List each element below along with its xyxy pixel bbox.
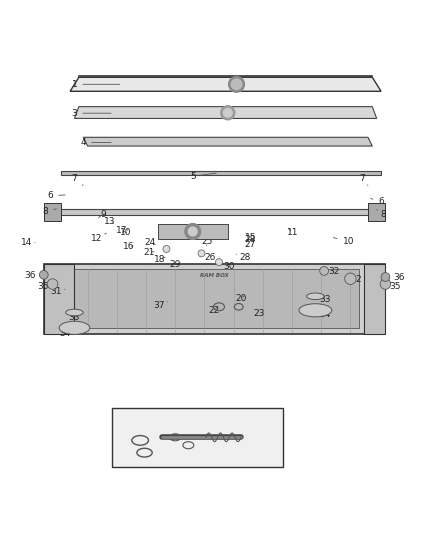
Ellipse shape: [299, 304, 332, 317]
Text: 8: 8: [377, 209, 386, 219]
Text: 16: 16: [123, 243, 134, 251]
Circle shape: [47, 279, 58, 289]
Text: 13: 13: [104, 217, 115, 227]
Circle shape: [163, 246, 170, 253]
Circle shape: [320, 266, 328, 275]
Text: RAM BOX: RAM BOX: [200, 273, 229, 278]
Ellipse shape: [66, 309, 83, 316]
Text: 14: 14: [21, 238, 35, 247]
Text: 39: 39: [184, 445, 195, 454]
Text: 21: 21: [143, 248, 155, 257]
Text: 7: 7: [71, 174, 83, 185]
Text: 34: 34: [59, 329, 71, 338]
Text: 17: 17: [116, 226, 127, 235]
Text: 1: 1: [71, 80, 120, 89]
Text: 33: 33: [68, 313, 79, 322]
Polygon shape: [158, 223, 228, 239]
Text: 35: 35: [386, 282, 401, 290]
Text: 38: 38: [169, 421, 180, 430]
Text: 19: 19: [152, 430, 163, 439]
Polygon shape: [70, 269, 359, 328]
Text: 31: 31: [50, 287, 65, 296]
Text: 43: 43: [160, 455, 171, 465]
Text: 37: 37: [153, 301, 167, 310]
Text: 12: 12: [91, 233, 106, 244]
Text: 42: 42: [205, 419, 216, 428]
Polygon shape: [83, 138, 372, 146]
Text: 8: 8: [42, 207, 57, 216]
Text: 27: 27: [245, 240, 256, 249]
Text: 29: 29: [170, 260, 181, 269]
Polygon shape: [74, 107, 377, 118]
Polygon shape: [44, 264, 74, 334]
Text: 18: 18: [154, 255, 166, 264]
Text: 6: 6: [371, 197, 384, 206]
FancyBboxPatch shape: [112, 408, 283, 467]
Text: 3: 3: [71, 109, 111, 118]
Text: 36: 36: [386, 273, 405, 282]
Text: 41: 41: [226, 429, 238, 438]
Text: 11: 11: [287, 228, 298, 237]
Text: 20: 20: [235, 294, 247, 303]
Ellipse shape: [307, 293, 324, 300]
Polygon shape: [368, 203, 385, 221]
Polygon shape: [61, 171, 381, 174]
Polygon shape: [44, 203, 61, 221]
Circle shape: [188, 227, 197, 236]
Text: 26: 26: [205, 253, 216, 262]
Circle shape: [229, 76, 244, 92]
Text: 40: 40: [204, 450, 215, 459]
Text: 10: 10: [333, 238, 354, 246]
Text: 24: 24: [144, 238, 155, 247]
Text: 25: 25: [201, 238, 212, 246]
Circle shape: [221, 106, 235, 120]
Text: 22: 22: [208, 306, 219, 315]
Text: 33: 33: [316, 295, 331, 304]
Ellipse shape: [59, 321, 90, 334]
Text: 9: 9: [99, 211, 106, 219]
Text: 36: 36: [24, 271, 43, 280]
Circle shape: [381, 273, 390, 281]
Text: 30: 30: [223, 262, 234, 271]
Text: 10: 10: [120, 228, 132, 237]
Text: 4: 4: [81, 138, 111, 147]
Circle shape: [231, 79, 242, 90]
Text: 28: 28: [245, 235, 256, 244]
Text: 32: 32: [325, 267, 339, 276]
Circle shape: [215, 259, 223, 265]
Text: 6: 6: [47, 191, 65, 200]
Circle shape: [380, 279, 391, 289]
Circle shape: [345, 273, 356, 285]
Polygon shape: [364, 264, 385, 334]
Polygon shape: [57, 209, 377, 215]
Text: 2: 2: [350, 275, 361, 284]
Text: 23: 23: [254, 309, 265, 318]
Text: 34: 34: [319, 310, 331, 319]
Circle shape: [223, 108, 232, 117]
Text: 7: 7: [359, 174, 368, 185]
Text: 28: 28: [237, 253, 251, 262]
Circle shape: [185, 223, 201, 239]
Circle shape: [198, 250, 205, 257]
Text: 35: 35: [37, 282, 52, 290]
Circle shape: [39, 270, 48, 279]
Polygon shape: [70, 77, 381, 91]
Text: 5: 5: [190, 172, 216, 181]
Text: 44: 44: [129, 438, 145, 447]
Polygon shape: [44, 264, 385, 334]
Text: 15: 15: [245, 233, 256, 242]
